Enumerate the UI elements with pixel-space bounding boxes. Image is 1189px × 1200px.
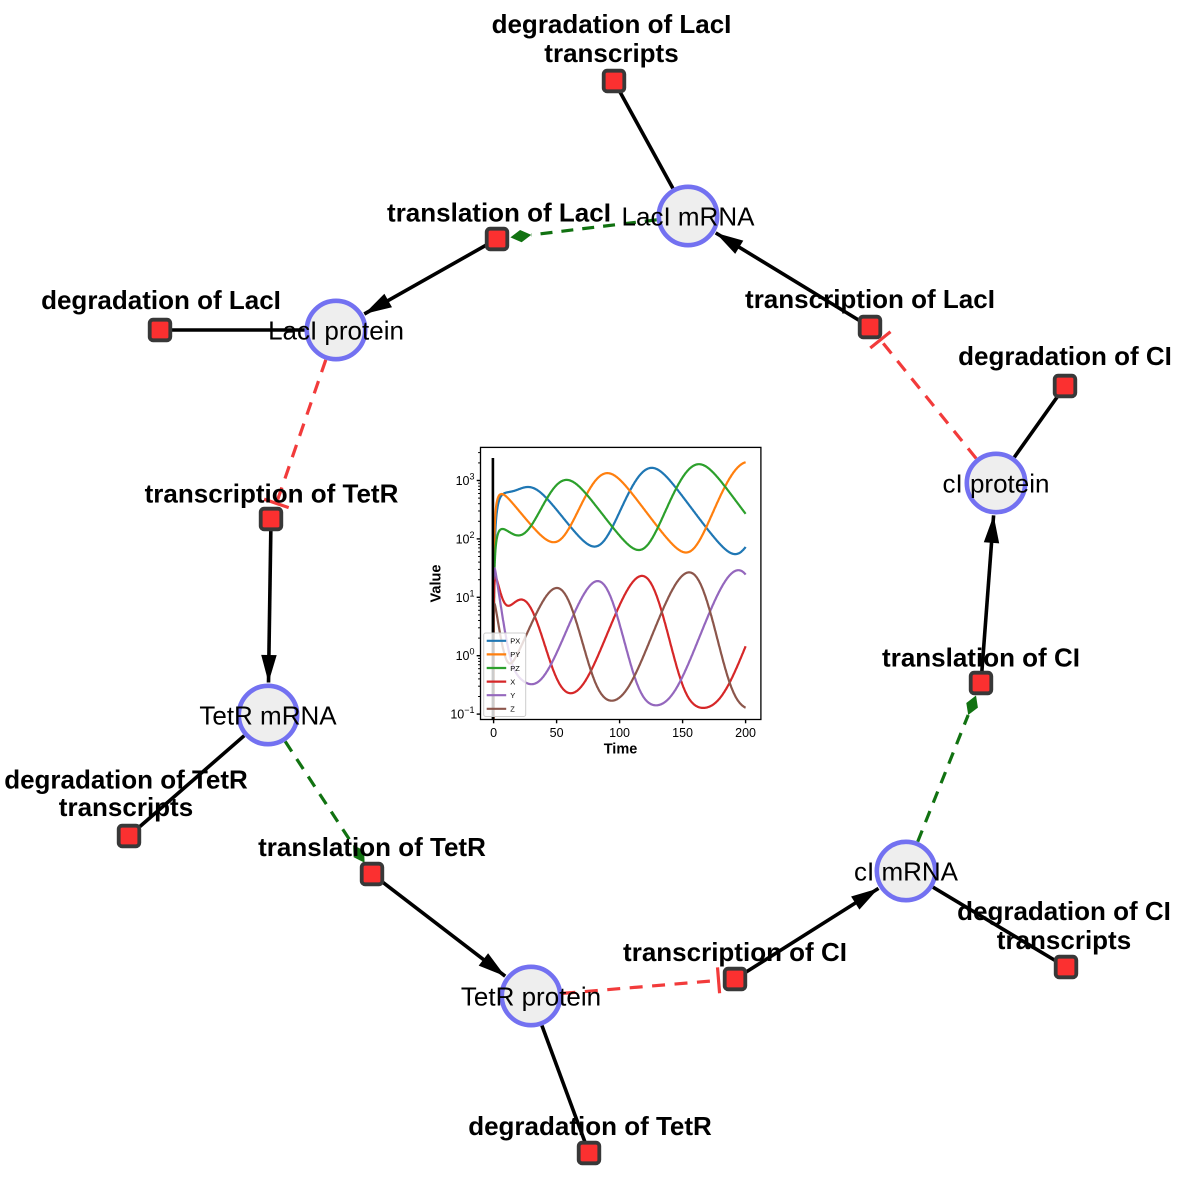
svg-text:transcription of CI: transcription of CI <box>623 937 847 967</box>
svg-text:Time: Time <box>604 742 638 758</box>
svg-text:transcription of LacI: transcription of LacI <box>745 284 995 314</box>
svg-text:100: 100 <box>456 647 475 664</box>
svg-text:50: 50 <box>550 726 564 740</box>
svg-text:transcripts: transcripts <box>59 792 193 822</box>
svg-text:150: 150 <box>672 726 693 740</box>
svg-text:degradation of CI: degradation of CI <box>958 341 1172 371</box>
svg-text:translation of TetR: translation of TetR <box>258 832 486 862</box>
svg-text:transcripts: transcripts <box>544 38 678 68</box>
svg-text:transcripts: transcripts <box>997 925 1131 955</box>
svg-text:PX: PX <box>510 637 520 646</box>
svg-text:LacI mRNA: LacI mRNA <box>622 202 756 232</box>
svg-text:0: 0 <box>490 726 497 740</box>
svg-text:TetR protein: TetR protein <box>461 982 601 1012</box>
svg-text:103: 103 <box>456 472 475 489</box>
svg-text:degradation of TetR: degradation of TetR <box>468 1111 712 1141</box>
svg-text:cI protein: cI protein <box>943 469 1050 499</box>
svg-text:cI mRNA: cI mRNA <box>854 857 959 887</box>
svg-text:translation of LacI: translation of LacI <box>387 198 611 228</box>
svg-text:translation of CI: translation of CI <box>882 643 1080 673</box>
svg-text:degradation of TetR: degradation of TetR <box>4 765 248 795</box>
svg-text:101: 101 <box>456 588 475 605</box>
svg-text:100: 100 <box>609 726 630 740</box>
svg-text:200: 200 <box>735 726 756 740</box>
svg-text:degradation of LacI: degradation of LacI <box>41 285 281 315</box>
svg-text:degradation of CI: degradation of CI <box>957 896 1171 926</box>
svg-text:Z: Z <box>510 705 515 714</box>
svg-text:102: 102 <box>456 530 475 547</box>
svg-text:transcription of TetR: transcription of TetR <box>145 479 399 509</box>
svg-text:PY: PY <box>510 650 520 659</box>
svg-text:TetR mRNA: TetR mRNA <box>199 701 337 731</box>
svg-text:degradation of LacI: degradation of LacI <box>492 9 732 39</box>
svg-text:Value: Value <box>429 565 445 603</box>
svg-text:PZ: PZ <box>510 664 520 673</box>
svg-text:10−1: 10−1 <box>450 705 474 722</box>
svg-text:X: X <box>510 677 515 686</box>
svg-text:LacI protein: LacI protein <box>268 316 404 346</box>
svg-text:Y: Y <box>510 691 515 700</box>
